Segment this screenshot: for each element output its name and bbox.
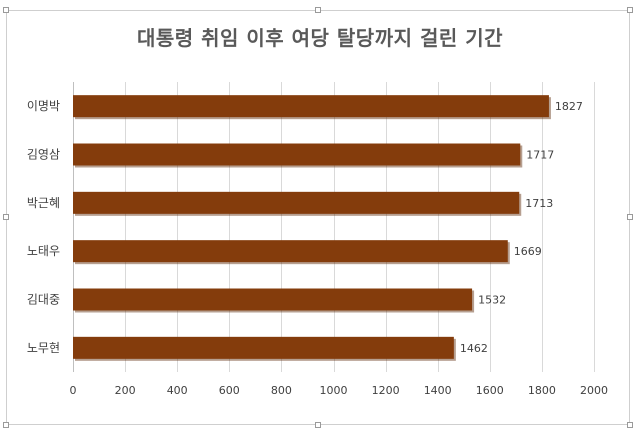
gridlines	[73, 82, 595, 372]
resize-handle-top-right[interactable]	[627, 7, 633, 13]
resize-handle-bottom-center[interactable]	[315, 422, 321, 428]
data-label-0: 1827	[555, 100, 583, 113]
x-tick-label-200: 200	[115, 384, 136, 397]
bar-1[interactable]	[73, 143, 521, 166]
resize-handle-top-left[interactable]	[3, 7, 9, 13]
x-tick-label-600: 600	[219, 384, 240, 397]
bar-3[interactable]	[73, 240, 508, 263]
bar-5[interactable]	[73, 336, 454, 359]
data-label-5: 1462	[460, 342, 488, 355]
resize-handle-bottom-right[interactable]	[627, 422, 633, 428]
chart-title: 대통령 취임 이후 여당 탈당까지 걸린 기간	[136, 26, 504, 50]
x-tick-label-1200: 1200	[372, 384, 400, 397]
category-label-1: 김영삼	[27, 148, 60, 162]
x-tick-label-1000: 1000	[320, 384, 348, 397]
x-tick-label-800: 800	[271, 384, 292, 397]
resize-handle-middle-left[interactable]	[3, 214, 9, 220]
resize-handle-middle-right[interactable]	[627, 214, 633, 220]
category-label-5: 노무현	[27, 341, 60, 355]
bar-4[interactable]	[73, 288, 473, 311]
x-tick-label-400: 400	[167, 384, 188, 397]
category-label-0: 이명박	[27, 99, 60, 113]
x-tick-label-2000: 2000	[580, 384, 608, 397]
data-label-1: 1717	[526, 149, 554, 162]
bar-2[interactable]	[73, 191, 520, 214]
x-tick-label-1800: 1800	[528, 384, 556, 397]
x-tick-label-0: 0	[70, 384, 77, 397]
category-label-3: 노태우	[27, 244, 60, 258]
data-label-2: 1713	[525, 197, 553, 210]
labels: 0 200 400 600 800 1000 1200 1400 1600 1800 2000 이명박…	[27, 99, 608, 397]
x-tick-label-1600: 1600	[476, 384, 504, 397]
resize-handle-top-center[interactable]	[315, 7, 321, 13]
data-label-3: 1669	[514, 245, 542, 258]
category-label-4: 김대중	[27, 293, 60, 307]
bars	[73, 95, 551, 361]
resize-handle-bottom-left[interactable]	[3, 422, 9, 428]
category-label-2: 박근혜	[27, 196, 60, 210]
x-tick-label-1400: 1400	[424, 384, 452, 397]
bar-0[interactable]	[73, 95, 549, 118]
data-label-4: 1532	[478, 294, 506, 307]
